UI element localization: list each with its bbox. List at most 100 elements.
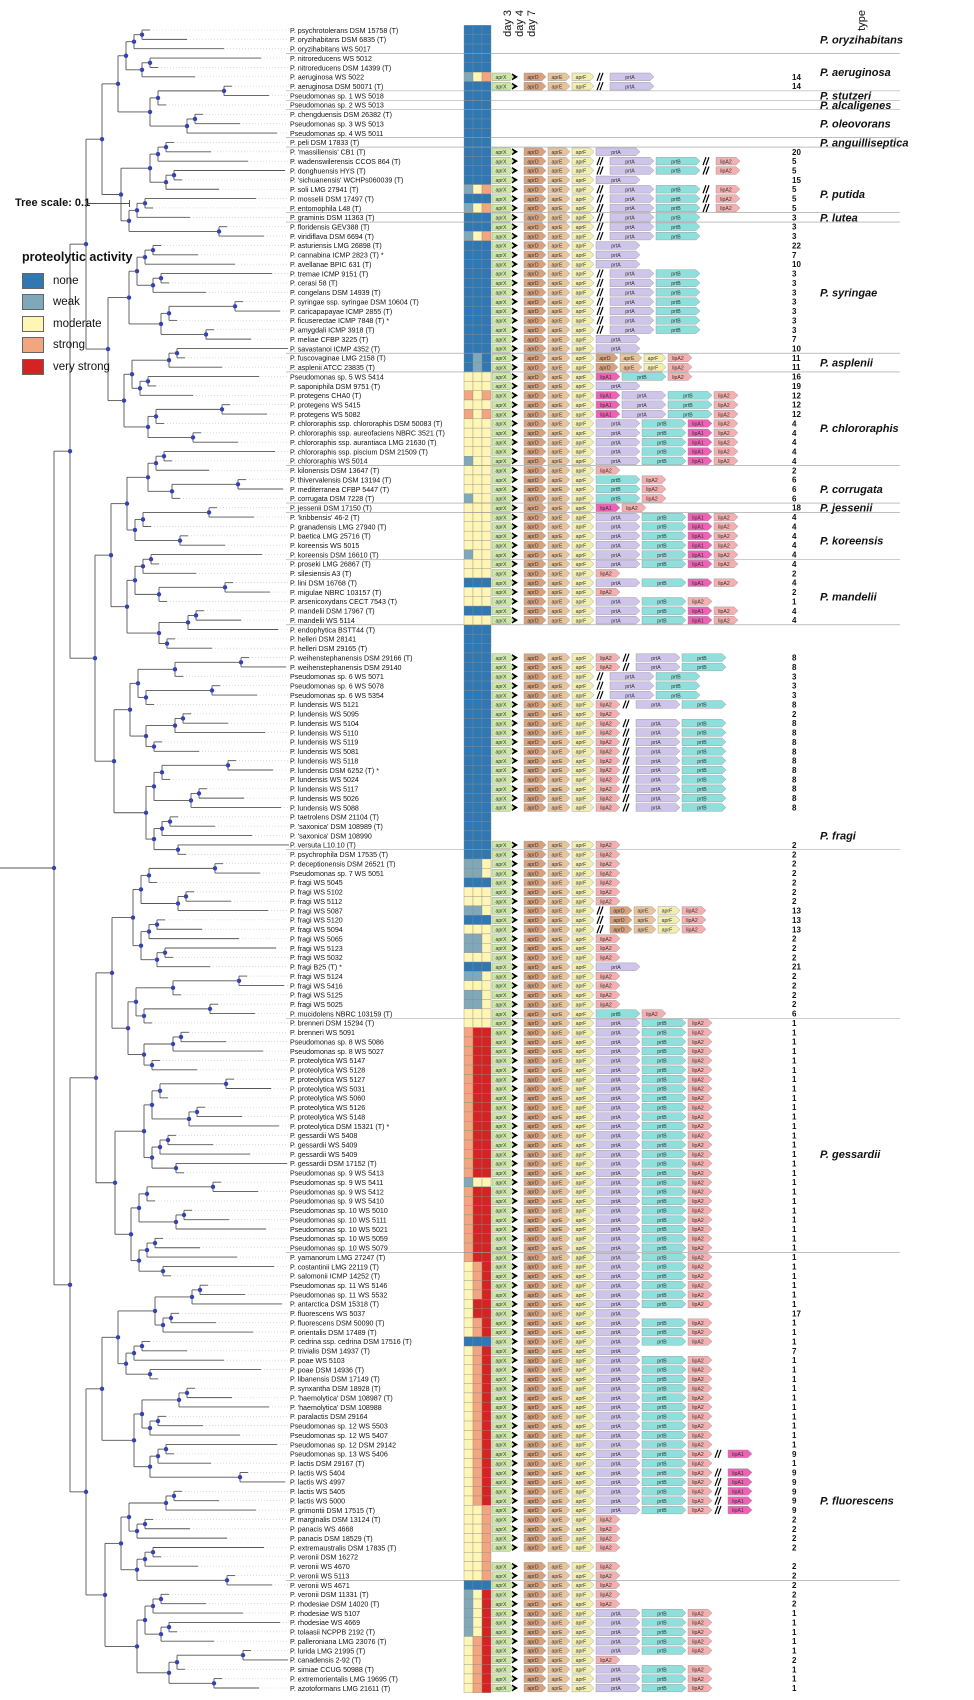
type-value: 5: [792, 157, 797, 166]
gene-arrow: [713, 531, 739, 540]
strain-label: P. taetrolens DSM 21104 (T): [290, 814, 379, 822]
activity-cell: [481, 1205, 492, 1216]
gene-label: lipA2: [692, 1180, 704, 1186]
type-value: 1: [792, 1609, 797, 1618]
gene-label: prtB: [657, 1443, 667, 1449]
activity-cell: [472, 877, 483, 888]
activity-cell: [481, 90, 492, 101]
activity-cell: [472, 840, 483, 850]
gene-label: aprF: [576, 1368, 587, 1374]
activity-cell: [481, 989, 492, 1000]
strain-label: P. lundensis WS 5088: [290, 804, 359, 812]
gene-label: aprD: [527, 721, 538, 727]
type-value: 1: [792, 1028, 797, 1037]
gene-label: aprF: [576, 1059, 587, 1065]
activity-cell: [481, 1317, 492, 1328]
activity-cell: [472, 1561, 483, 1572]
gene-label: lipA2: [718, 534, 730, 540]
type-value: 3: [792, 307, 797, 316]
activity-cell: [481, 896, 492, 907]
gene-arrow: [523, 484, 547, 494]
strain-label: P. nitroreducens WS 5012: [290, 55, 372, 63]
gene-label: prtB: [657, 450, 667, 456]
gene-arrow: [491, 297, 515, 306]
type-value: 2: [792, 1000, 797, 1009]
activity-cell: [472, 521, 483, 532]
strain-label: P. mandelii WS 5114: [290, 617, 355, 625]
gap-marker: [596, 166, 601, 175]
activity-cell: [481, 1514, 492, 1525]
gene-arrow: [713, 578, 739, 587]
gene-label: prtA: [611, 1208, 621, 1214]
gene-label: aprF: [576, 169, 587, 175]
gene-arrow: [571, 297, 595, 306]
activity-cell: [472, 1439, 483, 1450]
gene-arrow: [523, 578, 547, 587]
orientation-marker: [512, 682, 518, 690]
gene-arrow: [595, 428, 641, 437]
type-value: 2: [792, 991, 797, 1000]
gene-label: aprF: [576, 721, 587, 727]
gene-label: aprE: [552, 1255, 563, 1261]
activity-cell: [481, 1167, 492, 1178]
gene-label: prtB: [657, 1508, 667, 1514]
activity-cell: [481, 1261, 492, 1272]
gene-label: aprX: [496, 1611, 507, 1617]
activity-cell: [481, 1336, 492, 1347]
gene-label: prtA: [611, 1068, 621, 1074]
gene-label: lipA2: [692, 1068, 704, 1074]
strain-label: P. nitroreducens DSM 14399 (T): [290, 64, 391, 72]
gene-label: aprD: [527, 731, 538, 737]
gene-label: aprF: [576, 937, 587, 943]
type-value: 1: [792, 1150, 797, 1159]
gene-label: prtA: [625, 84, 635, 90]
strain-label: Pseudomonas sp. 6 WS 5354: [290, 692, 384, 700]
gene-label: aprF: [576, 272, 587, 278]
gene-label: prtA: [651, 787, 661, 793]
activity-cell: [481, 1102, 492, 1113]
strain-label: P. silesiensis A3 (T): [290, 570, 351, 578]
gene-label: aprF: [576, 356, 587, 362]
gene-label: prtA: [611, 1237, 621, 1243]
activity-cell: [481, 484, 492, 494]
activity-cell: [472, 896, 483, 907]
activity-cell: [472, 1177, 483, 1188]
clade-label: P. asplenii: [820, 358, 874, 370]
activity-cell: [463, 343, 474, 354]
strain-label: P. extremorientalis LMG 19695 (T): [290, 1675, 398, 1683]
gene-label: lipA2: [720, 187, 732, 193]
gene-arrow: [609, 288, 655, 297]
strain-label: P. koreensis DSM 16610 (T): [290, 551, 379, 559]
gene-arrow: [491, 700, 515, 709]
activity-cell: [472, 1542, 483, 1553]
gene-label: prtA: [611, 1461, 621, 1467]
gene-label: aprD: [527, 1349, 538, 1355]
gene-label: aprE: [552, 1593, 563, 1599]
gene-arrow: [523, 606, 547, 615]
strain-label: P. fragi WS 5087: [290, 907, 343, 915]
strain-label: P. azotoformans LMG 21611 (T): [290, 1685, 390, 1693]
gene-label: aprE: [552, 1040, 563, 1046]
gene-arrow: [635, 662, 681, 672]
day4-header: day 4: [514, 10, 526, 37]
activity-cell: [463, 446, 474, 457]
gene-label: prtA: [611, 1508, 621, 1514]
gene-arrow: [687, 597, 713, 606]
gene-label: aprE: [552, 684, 563, 690]
gene-label: aprX: [496, 1649, 507, 1655]
activity-cell: [472, 989, 483, 1000]
gene-label: lipA2: [720, 169, 732, 175]
gene-label: aprD: [527, 1424, 538, 1430]
activity-cell: [481, 924, 492, 935]
strain-label: P. rhodesiae WS 4669: [290, 1619, 360, 1627]
gene-arrow: [547, 400, 571, 409]
strain-label: Pseudomonas sp. 5 WS 5414: [290, 373, 384, 381]
activity-cell: [472, 868, 483, 878]
gene-label: aprX: [496, 543, 507, 549]
gene-label: prtB: [657, 1190, 667, 1196]
activity-cell: [472, 1533, 483, 1543]
gene-label: aprF: [576, 1068, 587, 1074]
strain-label: P. soli LMG 27941 (T): [290, 186, 358, 194]
gene-arrow: [523, 344, 547, 353]
gene-label: lipA1: [692, 553, 704, 559]
